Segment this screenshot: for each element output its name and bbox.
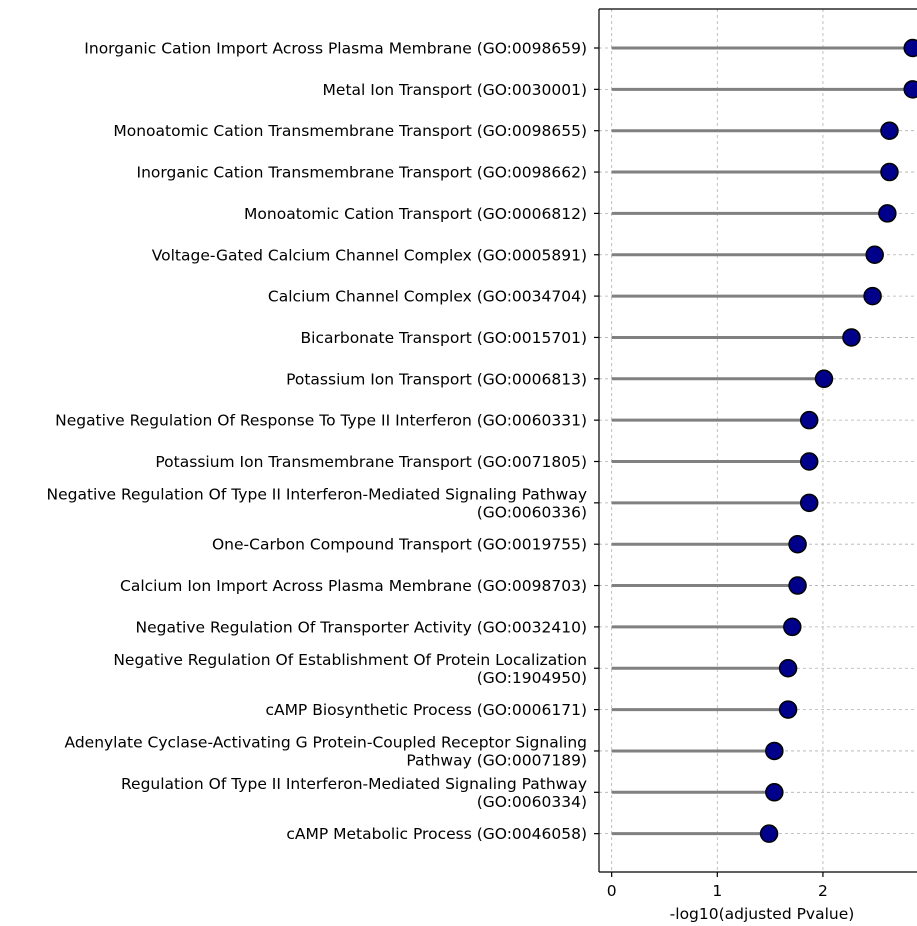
lollipop-marker [788,576,807,595]
category-label: Calcium Channel Complex (GO:0034704) [268,288,587,306]
x-tick-labels: 0 1 2 [607,882,828,900]
lollipop-marker [865,245,884,264]
lollipop-marker [783,617,802,637]
lollipop-marker [759,824,779,843]
category-label: Monoatomic Cation Transmembrane Transpor… [113,122,587,140]
category-label: Bicarbonate Transport (GO:0015701) [301,329,587,347]
category-label: One-Carbon Compound Transport (GO:001975… [212,536,587,554]
category-label: cAMP Biosynthetic Process (GO:0006171) [265,701,587,719]
lollipop-marker [880,162,899,182]
category-label: Calcium Ion Import Across Plasma Membran… [120,577,587,595]
lollipop-marker [788,534,807,554]
x-tick-label: 2 [818,882,828,900]
lollipop-marker [903,38,917,58]
lollipop-marker [814,369,834,389]
category-label: Potassium Ion Transmembrane Transport (G… [155,453,587,471]
category-label-line: Adenylate Cyclase-Activating G Protein-C… [64,733,587,751]
category-label-line: (GO:1904950) [477,669,587,687]
lollipop-marker [778,700,798,719]
category-label: Voltage-Gated Calcium Channel Complex (G… [152,246,587,264]
stem-layer [611,46,913,836]
category-label-line: Pathway (GO:0007189) [406,751,587,769]
category-labels: Inorganic Cation Import Across Plasma Me… [46,40,587,844]
lollipop-marker [903,80,917,99]
category-label: Metal Ion Transport (GO:0030001) [323,81,587,99]
category-label: Inorganic Cation Transmembrane Transport… [137,164,587,182]
lollipop-marker [799,452,819,471]
lollipop-marker [765,783,784,802]
x-axis-title: -log10(adjusted Pvalue) [670,905,855,923]
lollipop-marker [863,286,882,306]
lollipop-marker [765,741,784,761]
category-label: Negative Regulation Of Type II Interfero… [46,485,587,521]
lollipop-marker [778,659,798,678]
category-label: Negative Regulation Of Transporter Activ… [135,618,587,636]
category-label-line: Negative Regulation Of Establishment Of … [113,651,587,669]
category-label: Regulation Of Type II Interferon-Mediate… [121,775,587,811]
category-label-line: Regulation Of Type II Interferon-Mediate… [121,775,587,793]
lollipop-marker [799,493,819,513]
lollipop-marker [842,328,861,347]
lollipop-marker [799,410,819,430]
category-label: Inorganic Cation Import Across Plasma Me… [84,40,587,58]
category-label: Adenylate Cyclase-Activating G Protein-C… [64,733,587,769]
category-label-line: (GO:0060334) [477,793,587,811]
category-label: cAMP Metabolic Process (GO:0046058) [286,825,587,843]
grid-layer [599,9,917,872]
category-label: Negative Regulation Of Establishment Of … [113,651,587,687]
category-label: Negative Regulation Of Response To Type … [55,412,587,430]
marker-layer [759,38,917,843]
lollipop-marker [878,204,897,223]
category-label: Potassium Ion Transport (GO:0006813) [286,370,587,388]
axis-layer [594,8,917,877]
category-label-line: (GO:0060336) [477,503,587,521]
lollipop-marker [880,121,899,140]
category-label: Monoatomic Cation Transport (GO:0006812) [244,205,587,223]
x-tick-label: 0 [607,882,617,900]
category-label-line: Negative Regulation Of Type II Interfero… [46,485,587,503]
x-tick-label: 1 [712,882,722,900]
